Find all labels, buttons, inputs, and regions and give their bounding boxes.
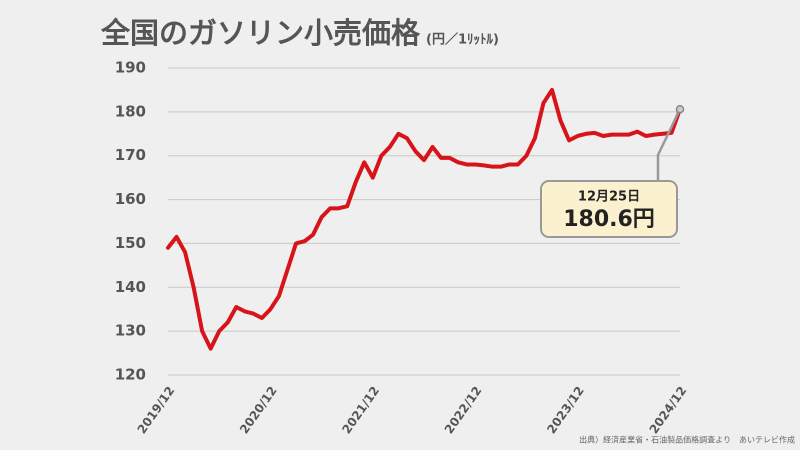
callout-date: 12月25日 (578, 190, 640, 205)
source-note: 出典）経済産業省・石油製品価格調査より あいテレビ作成 (579, 435, 795, 445)
y-tick-label: 190 (115, 59, 146, 77)
highlight-point (675, 104, 685, 114)
y-tick-label: 140 (115, 278, 146, 296)
y-tick-label: 180 (115, 102, 146, 120)
y-tick-label: 170 (115, 146, 146, 164)
callout-box (540, 180, 678, 238)
unit-label: (円／1ﾘｯﾄﾙ) (426, 32, 499, 48)
y-tick-label: 130 (115, 322, 146, 340)
chart-title: 全国のガソリン小売価格 (100, 16, 421, 50)
callout-leader (656, 108, 682, 185)
y-tick-label: 120 (115, 366, 146, 384)
y-tick-label: 160 (115, 190, 146, 208)
y-tick-label: 150 (115, 234, 146, 252)
callout-value: 180.6円 (563, 207, 655, 232)
price-line (166, 87, 682, 351)
